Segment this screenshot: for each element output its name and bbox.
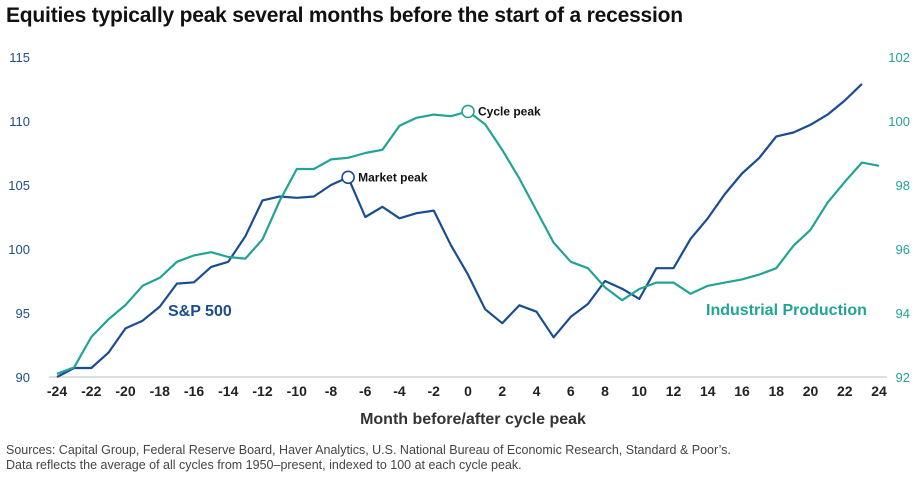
left-axis-tick-label: 110: [9, 114, 30, 129]
left-axis-tick-label: 100: [8, 242, 30, 257]
series-lines: [56, 83, 880, 378]
industrial-production-line: [56, 110, 880, 375]
x-axis-tick-label: 12: [666, 383, 682, 399]
cycle-peak-label: Cycle peak: [478, 104, 541, 118]
left-axis-ticks: 90 95 100 105 110 115: [8, 50, 30, 385]
right-axis-tick-label: 96: [896, 242, 910, 257]
x-axis-tick-label: 8: [601, 383, 609, 399]
x-axis-tick-label: 22: [837, 383, 853, 399]
x-axis-tick-label: -18: [150, 383, 170, 399]
x-axis-tick-label: 10: [631, 383, 647, 399]
left-axis-tick-label: 105: [8, 178, 30, 193]
source-line-2: Data reflects the average of all cycles …: [6, 458, 522, 472]
right-axis-tick-label: 98: [896, 178, 910, 193]
left-axis-tick-label: 90: [16, 370, 30, 385]
x-axis-tick-label: 0: [464, 383, 472, 399]
sp500-line: [56, 83, 863, 378]
right-axis-ticks: 92 94 96 98 100 102: [888, 50, 910, 385]
x-axis-tick-label: -22: [81, 383, 101, 399]
x-axis-tick-label: 2: [498, 383, 506, 399]
source-note: Sources: Capital Group, Federal Reserve …: [6, 443, 731, 473]
source-line-1: Sources: Capital Group, Federal Reserve …: [6, 443, 731, 457]
left-axis-tick-label: 95: [16, 306, 30, 321]
market-peak-marker: [341, 170, 355, 185]
chart-title: Equities typically peak several months b…: [6, 4, 683, 27]
x-axis-ticks: -24 -22 -20 -18 -16 -14 -12 -10 -8 -6 -4 -2 0 2 4 6 8 10 1…: [47, 383, 887, 399]
x-axis-tick-label: -20: [115, 383, 135, 399]
series-label-sp500: S&P 500: [168, 303, 232, 320]
x-axis-tick-label: 14: [700, 383, 716, 399]
x-axis-tick-label: -6: [359, 383, 372, 399]
right-axis-tick-label: 100: [888, 114, 910, 129]
x-axis-tick-label: -12: [252, 383, 272, 399]
left-axis-tick-label: 115: [9, 50, 30, 65]
cycle-peak-marker: [461, 104, 475, 119]
series-label-industrial-production: Industrial Production: [706, 302, 867, 319]
x-axis-tick-label: 24: [871, 383, 887, 399]
x-axis-tick-label: -16: [184, 383, 204, 399]
right-axis-tick-label: 94: [896, 306, 910, 321]
x-axis-tick-label: -10: [287, 383, 307, 399]
right-axis-tick-label: 92: [896, 370, 910, 385]
x-axis-tick-label: -2: [428, 383, 441, 399]
x-axis-tick-label: 20: [803, 383, 819, 399]
x-axis-tick-label: 16: [734, 383, 750, 399]
x-axis-tick-label: 6: [567, 383, 575, 399]
annotations: Market peak Cycle peak: [341, 104, 541, 185]
x-axis-tick-label: -24: [47, 383, 67, 399]
right-axis-tick-label: 102: [888, 50, 910, 65]
x-axis-tick-label: 4: [533, 383, 541, 399]
x-axis-label: Month before/after cycle peak: [360, 411, 586, 428]
market-peak-label: Market peak: [358, 170, 428, 184]
x-axis-tick-label: -14: [218, 383, 238, 399]
x-axis-tick-label: -4: [393, 383, 406, 399]
x-axis-tick-label: -8: [325, 383, 338, 399]
x-axis-tick-label: 18: [768, 383, 784, 399]
